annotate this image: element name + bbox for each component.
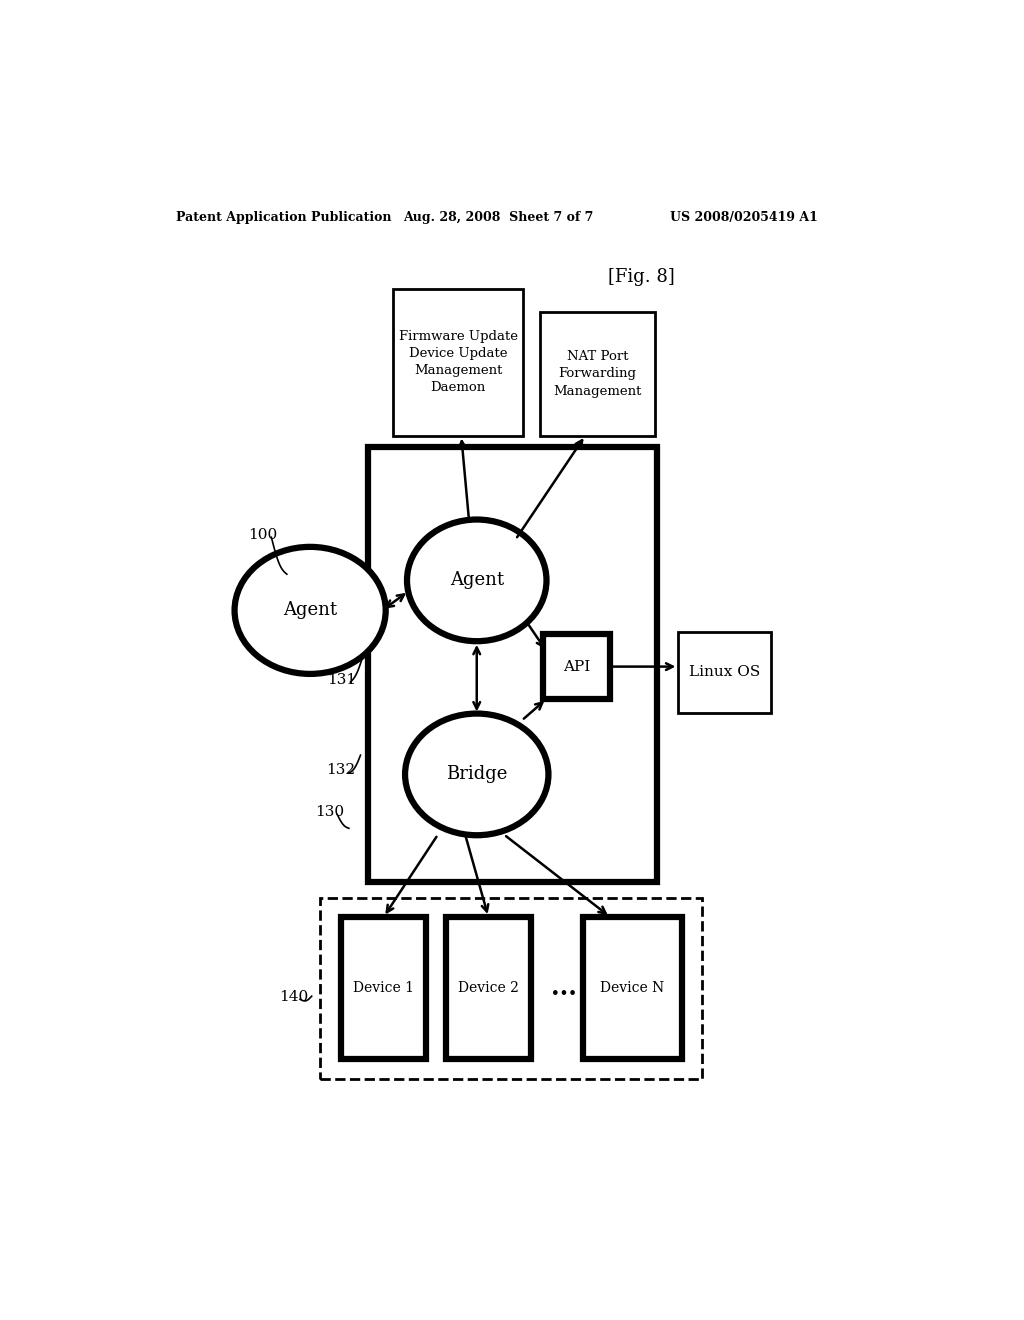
FancyBboxPatch shape	[341, 917, 426, 1059]
Text: Linux OS: Linux OS	[689, 665, 761, 680]
FancyBboxPatch shape	[321, 898, 701, 1078]
Text: Aug. 28, 2008  Sheet 7 of 7: Aug. 28, 2008 Sheet 7 of 7	[403, 211, 594, 224]
FancyBboxPatch shape	[541, 313, 655, 436]
Ellipse shape	[407, 520, 547, 642]
Text: Device 2: Device 2	[458, 981, 519, 995]
Text: 130: 130	[315, 805, 345, 820]
Text: 131: 131	[328, 673, 356, 686]
FancyBboxPatch shape	[543, 635, 610, 700]
Text: Agent: Agent	[283, 602, 337, 619]
FancyBboxPatch shape	[583, 917, 682, 1059]
FancyBboxPatch shape	[445, 917, 531, 1059]
FancyBboxPatch shape	[369, 447, 656, 882]
Text: ...: ...	[551, 975, 577, 999]
Text: Agent: Agent	[450, 572, 504, 589]
Text: NAT Port
Forwarding
Management: NAT Port Forwarding Management	[553, 351, 642, 397]
FancyBboxPatch shape	[393, 289, 523, 436]
Text: 100: 100	[248, 528, 278, 543]
Ellipse shape	[234, 546, 386, 675]
Text: [Fig. 8]: [Fig. 8]	[608, 268, 675, 285]
Text: Device N: Device N	[600, 981, 665, 995]
Ellipse shape	[406, 714, 549, 836]
Text: 132: 132	[326, 763, 354, 777]
Text: Patent Application Publication: Patent Application Publication	[176, 211, 391, 224]
Text: API: API	[563, 660, 590, 673]
Text: US 2008/0205419 A1: US 2008/0205419 A1	[671, 211, 818, 224]
Text: Device 1: Device 1	[353, 981, 415, 995]
Text: Bridge: Bridge	[446, 766, 508, 783]
Text: 140: 140	[280, 990, 308, 1005]
Text: Firmware Update
Device Update
Management
Daemon: Firmware Update Device Update Management…	[398, 330, 518, 395]
FancyBboxPatch shape	[678, 632, 771, 713]
